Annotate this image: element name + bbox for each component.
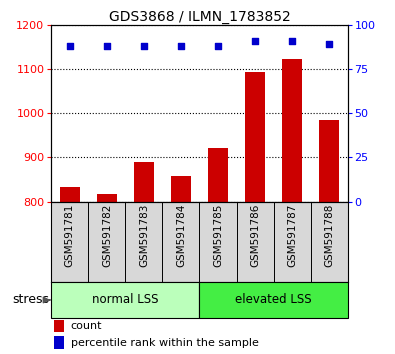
Point (67, 43, 73, 49)
Bar (171, 176, 191, 201)
Point (104, 43, 110, 49)
Point (252, 38, 258, 44)
Bar (55, 336, 64, 349)
Text: GSM591787: GSM591787 (287, 204, 297, 267)
Text: GSM591782: GSM591782 (102, 204, 112, 267)
Point (289, 38, 295, 44)
Bar (282, 59, 302, 201)
Bar (60, 187, 80, 201)
Text: GSM591784: GSM591784 (176, 204, 186, 267)
Text: GSM591781: GSM591781 (65, 204, 75, 267)
Bar (319, 120, 339, 201)
Bar (51, 282, 199, 318)
Text: percentile rank within the sample: percentile rank within the sample (71, 338, 258, 348)
Text: count: count (71, 321, 102, 331)
Text: normal LSS: normal LSS (92, 293, 159, 307)
Point (141, 43, 147, 49)
Text: stress: stress (13, 293, 49, 307)
Text: GSM591786: GSM591786 (250, 204, 260, 267)
Bar (55, 320, 64, 332)
Bar (208, 148, 228, 201)
Point (178, 43, 184, 49)
Point (215, 43, 221, 49)
Text: GSM591783: GSM591783 (139, 204, 149, 267)
Text: GSM591788: GSM591788 (324, 204, 334, 267)
Bar (134, 162, 154, 201)
Bar (199, 282, 348, 318)
Text: elevated LSS: elevated LSS (235, 293, 312, 307)
Point (326, 41, 332, 47)
Text: GSM591785: GSM591785 (213, 204, 223, 267)
Bar (97, 194, 117, 201)
Title: GDS3868 / ILMN_1783852: GDS3868 / ILMN_1783852 (109, 10, 290, 24)
Bar (245, 72, 265, 201)
